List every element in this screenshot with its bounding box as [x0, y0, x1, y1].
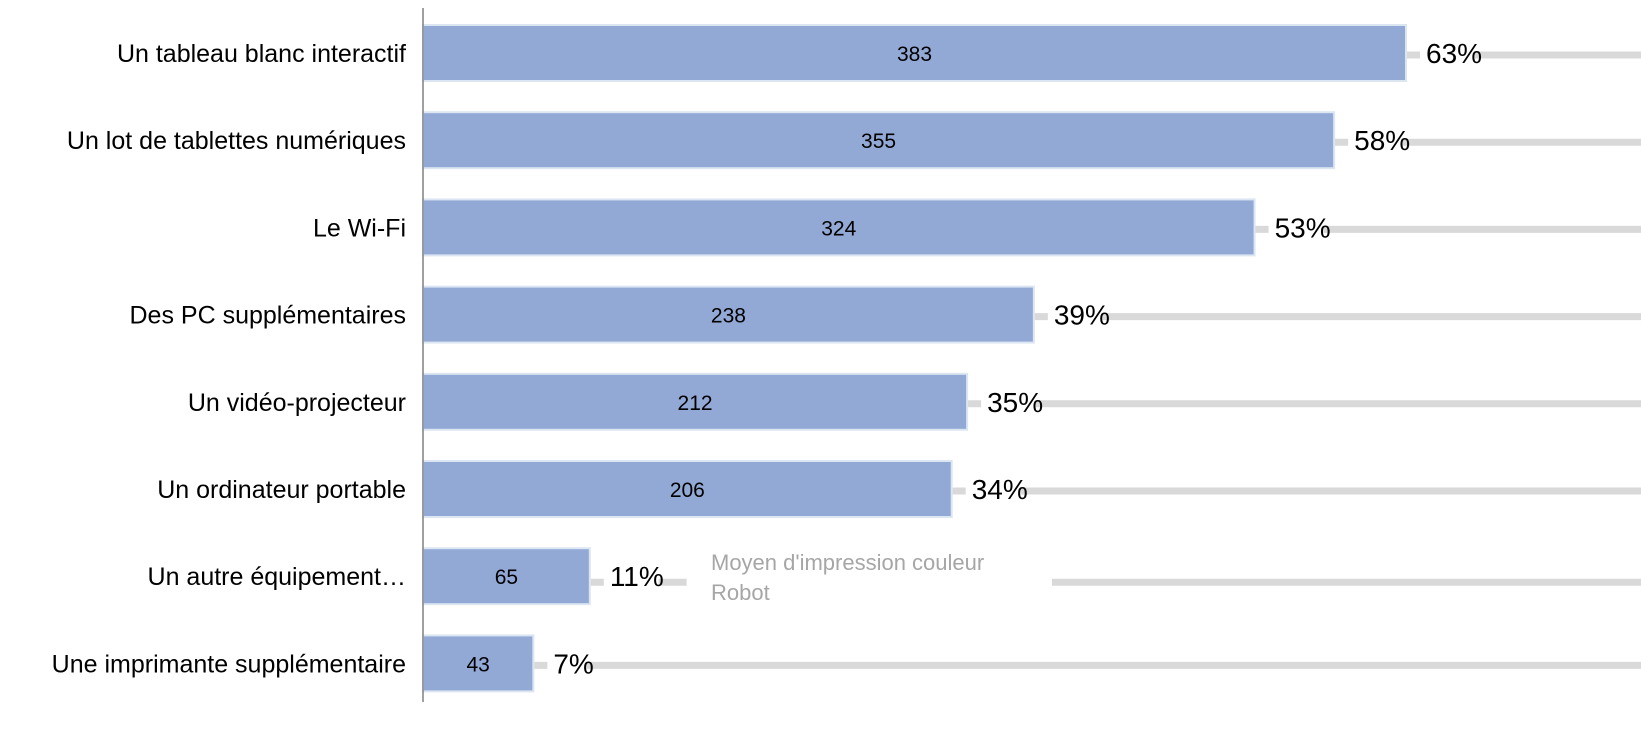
bar: [422, 634, 535, 693]
bar: [422, 547, 591, 606]
category-label: Un vidéo-projecteur: [188, 389, 406, 417]
data-label: 43: [467, 653, 490, 676]
percent-label: 34%: [972, 474, 1028, 505]
category-label: Une imprimante supplémentaire: [52, 650, 406, 678]
bar: [422, 372, 969, 431]
percent-label-backing: [1047, 296, 1103, 333]
percent-label-backing: [1420, 35, 1475, 71]
data-label: 212: [678, 392, 713, 415]
percent-label: 7%: [553, 648, 593, 679]
data-label: 206: [670, 479, 705, 502]
bar: [422, 198, 1256, 257]
category-label: Un ordinateur portable: [157, 476, 406, 504]
category-label: Un tableau blanc interactif: [117, 40, 406, 68]
bar: [422, 111, 1336, 170]
bar: [422, 285, 1035, 344]
annotation-text: Moyen d'impression couleur: [711, 550, 984, 575]
bars-group: [422, 24, 1475, 693]
percent-label-backing: [965, 471, 1021, 507]
percent-label: 53%: [1275, 212, 1331, 243]
category-label: Le Wi-Fi: [313, 214, 406, 242]
percent-label: 11%: [610, 561, 664, 592]
percent-label-backing: [981, 383, 1036, 420]
percent-label: 63%: [1426, 38, 1482, 69]
percent-label: 35%: [987, 387, 1043, 418]
percent-label: 39%: [1054, 300, 1110, 331]
bar: [422, 460, 953, 518]
data-label: 238: [711, 305, 746, 328]
bar: [422, 24, 1407, 82]
annotation-text: Robot: [711, 580, 770, 605]
percent-label: 58%: [1354, 125, 1410, 156]
data-label: 65: [495, 566, 518, 589]
percent-label-backing: [603, 558, 659, 595]
labels-group: Un tableau blanc interactif 383 63% Un lot …: [52, 38, 1482, 679]
percent-label-backing: [1348, 122, 1403, 159]
percent-label-backing: [547, 645, 587, 682]
data-label: 355: [861, 130, 896, 153]
data-label: 383: [897, 43, 932, 66]
category-label: Un autre équipement…: [148, 563, 406, 591]
data-label: 324: [821, 217, 856, 240]
category-label: Des PC supplémentaires: [129, 302, 406, 330]
category-label: Un lot de tablettes numériques: [67, 127, 406, 155]
percent-label-backing: [1268, 209, 1324, 246]
